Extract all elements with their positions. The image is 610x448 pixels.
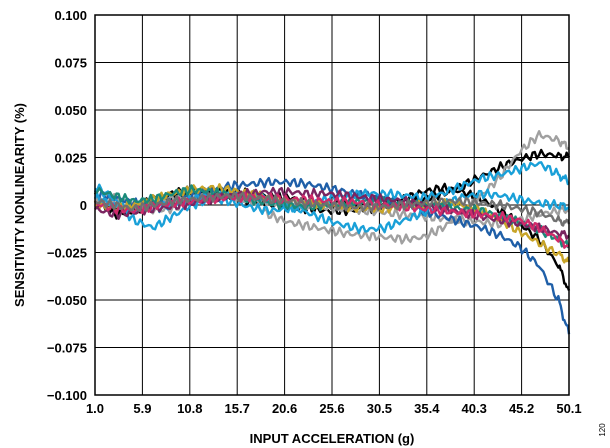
figure-id: 120 bbox=[598, 423, 607, 437]
y-tick-label: −0.075 bbox=[47, 341, 87, 356]
x-tick-labels: 1.0 5.9 10.8 15.7 20.6 25.6 30.5 35.4 40.3 45.2 50… bbox=[86, 401, 582, 416]
x-tick-label: 5.9 bbox=[133, 401, 151, 416]
x-tick-label: 45.2 bbox=[509, 401, 534, 416]
y-tick-label: 0.075 bbox=[54, 56, 87, 71]
y-tick-label: 0.050 bbox=[54, 103, 87, 118]
x-axis-label: INPUT ACCELERATION (g) bbox=[250, 431, 415, 446]
y-tick-label: 0 bbox=[80, 198, 87, 213]
x-tick-label: 40.3 bbox=[462, 401, 487, 416]
y-tick-label: −0.050 bbox=[47, 293, 87, 308]
y-axis-label: SENSITIVITY NONLINEARITY (%) bbox=[12, 103, 27, 307]
plot-frame bbox=[94, 14, 570, 396]
x-tick-label: 30.5 bbox=[367, 401, 392, 416]
y-tick-label: 0.100 bbox=[54, 8, 87, 23]
x-tick-label: 15.7 bbox=[225, 401, 250, 416]
grid bbox=[95, 15, 569, 395]
x-tick-label: 35.4 bbox=[414, 401, 440, 416]
series-line bbox=[94, 191, 570, 249]
x-tick-label: 20.6 bbox=[272, 401, 297, 416]
x-tick-label: 25.6 bbox=[319, 401, 344, 416]
x-tick-label: 1.0 bbox=[86, 401, 104, 416]
x-tick-label: 50.1 bbox=[556, 401, 581, 416]
y-tick-labels: 0.100 0.075 0.050 0.025 0 −0.025 −0.050 −0.075 −… bbox=[47, 8, 87, 403]
y-tick-label: 0.025 bbox=[54, 151, 87, 166]
y-tick-label: −0.100 bbox=[47, 388, 87, 403]
series-line bbox=[94, 190, 571, 227]
y-tick-label: −0.025 bbox=[47, 246, 87, 261]
x-tick-label: 10.8 bbox=[177, 401, 202, 416]
series-layer bbox=[93, 130, 571, 335]
